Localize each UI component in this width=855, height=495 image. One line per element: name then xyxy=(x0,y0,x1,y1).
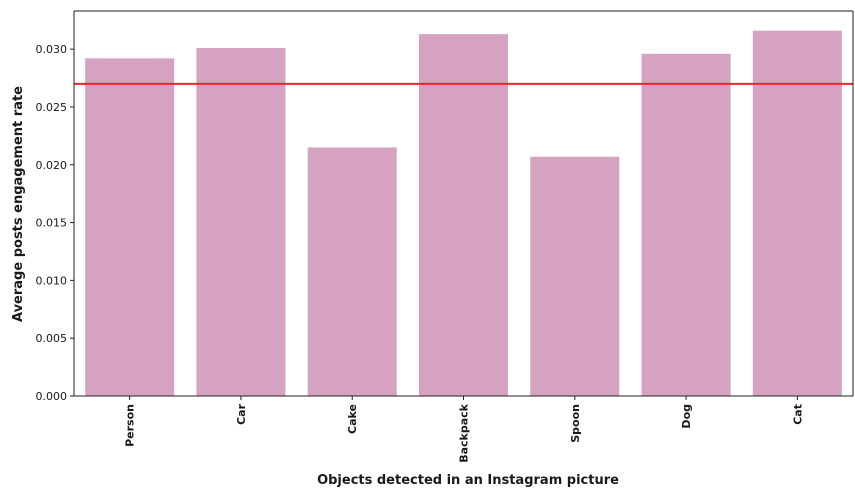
x-tick-label-car: Car xyxy=(235,403,248,424)
bar-person xyxy=(85,58,175,397)
x-tick-label-spoon: Spoon xyxy=(569,404,582,443)
x-tick-label-person: Person xyxy=(124,404,137,447)
bar-car xyxy=(196,48,286,396)
y-tick-label: 0.010 xyxy=(36,274,68,287)
y-tick-label: 0.000 xyxy=(36,390,68,403)
x-axis-title: Objects detected in an Instagram picture xyxy=(317,473,619,488)
bar-backpack xyxy=(418,34,509,397)
bar-dog xyxy=(641,53,731,396)
x-tick-label-dog: Dog xyxy=(680,404,693,429)
bar-cake xyxy=(307,147,397,396)
x-tick-label-cat: Cat xyxy=(791,404,804,425)
bars-group xyxy=(85,30,842,397)
y-tick-label: 0.015 xyxy=(36,217,68,230)
y-tick-label: 0.025 xyxy=(36,101,68,114)
y-ticks-group: 0.000 0.005 0.010 0.015 0.020 0.025 0.030 xyxy=(36,43,74,403)
y-tick-label: 0.030 xyxy=(36,43,68,56)
y-axis-title: Average posts engagement rate xyxy=(11,86,26,322)
y-tick-label: 0.020 xyxy=(36,159,68,172)
x-ticks-group: Person Car Cake Backpack Spoon Dog Cat xyxy=(124,396,804,463)
x-tick-label-cake: Cake xyxy=(346,404,359,434)
y-tick-label: 0.005 xyxy=(36,332,68,345)
bar-spoon xyxy=(530,156,620,396)
bar-cat xyxy=(752,30,842,397)
x-tick-label-backpack: Backpack xyxy=(458,403,471,462)
